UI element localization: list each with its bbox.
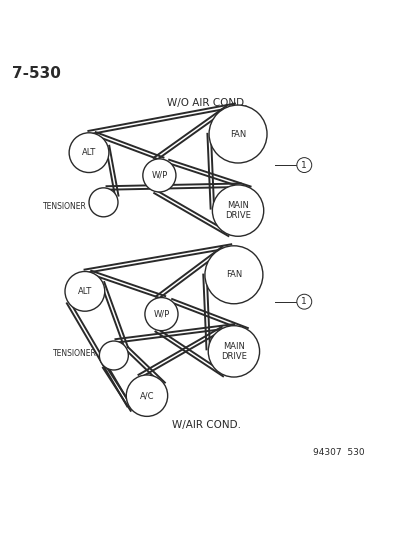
Text: MAIN
DRIVE: MAIN DRIVE	[221, 342, 246, 361]
Circle shape	[65, 271, 104, 311]
Text: W/P: W/P	[153, 310, 169, 319]
Circle shape	[126, 375, 167, 416]
Text: MAIN
DRIVE: MAIN DRIVE	[225, 201, 250, 220]
Text: 7-530: 7-530	[12, 66, 61, 80]
Text: FAN: FAN	[229, 130, 246, 139]
Text: W/P: W/P	[151, 171, 167, 180]
Text: TENSIONER: TENSIONER	[43, 202, 87, 211]
Text: A/C: A/C	[139, 391, 154, 400]
Circle shape	[99, 341, 128, 370]
Circle shape	[69, 133, 109, 173]
Circle shape	[212, 185, 263, 236]
Text: W/O AIR COND.: W/O AIR COND.	[166, 98, 247, 108]
Circle shape	[204, 246, 262, 304]
Circle shape	[145, 297, 178, 330]
Text: 1: 1	[301, 160, 306, 169]
Circle shape	[209, 105, 266, 163]
Text: ALT: ALT	[78, 287, 92, 296]
Text: W/AIR COND.: W/AIR COND.	[172, 419, 241, 430]
Text: FAN: FAN	[225, 270, 242, 279]
Text: ALT: ALT	[82, 148, 96, 157]
Circle shape	[142, 159, 176, 192]
Text: 1: 1	[301, 297, 306, 306]
Circle shape	[208, 326, 259, 377]
Text: 94307  530: 94307 530	[312, 448, 363, 457]
Circle shape	[296, 294, 311, 309]
Circle shape	[296, 158, 311, 173]
Circle shape	[89, 188, 118, 217]
Text: TENSIONER: TENSIONER	[53, 349, 97, 358]
